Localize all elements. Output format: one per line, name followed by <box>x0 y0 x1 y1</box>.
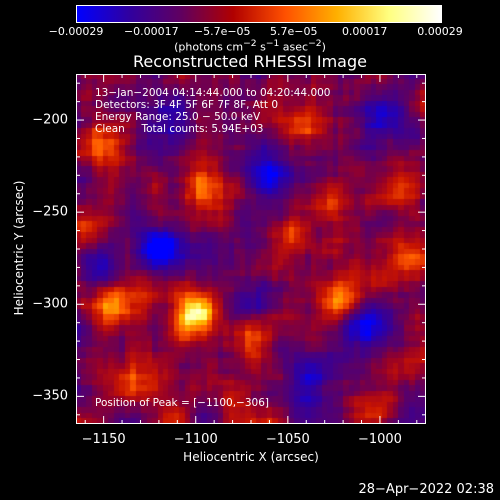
plot-area <box>76 74 426 424</box>
y-axis-label: Heliocentric Y (arcsec) <box>12 180 26 316</box>
colorbar-unit: (photons cm−2 s−1 asec−2) <box>174 38 326 54</box>
y-tick-label: −300 <box>32 296 68 312</box>
x-tick-label: −1000 <box>357 432 402 447</box>
y-tick-label: −200 <box>32 112 68 128</box>
x-tick-label: −1150 <box>81 432 126 447</box>
colorbar-tick-label: −0.00029 <box>48 25 104 38</box>
colorbar <box>76 5 442 23</box>
y-tick-label: −350 <box>32 388 68 404</box>
y-tick-label: −250 <box>32 204 68 220</box>
x-tick-label: −1100 <box>173 432 218 447</box>
colorbar-tick-label: 5.7e−05 <box>270 25 318 38</box>
colorbar-tick-label: 0.00029 <box>417 25 463 38</box>
colorbar-tick-label: −5.7e−05 <box>193 25 251 38</box>
colorbar-tick-label: 0.00017 <box>341 25 388 38</box>
chart-title: Reconstructed RHESSI Image <box>133 52 367 71</box>
heatmap-image <box>76 74 426 424</box>
timestamp: 28−Apr−2022 02:38 <box>358 482 495 497</box>
x-axis-label: Heliocentric X (arcsec) <box>183 450 319 464</box>
colorbar-tick-label: −0.00017 <box>123 25 179 38</box>
x-tick-label: −1050 <box>265 432 310 447</box>
